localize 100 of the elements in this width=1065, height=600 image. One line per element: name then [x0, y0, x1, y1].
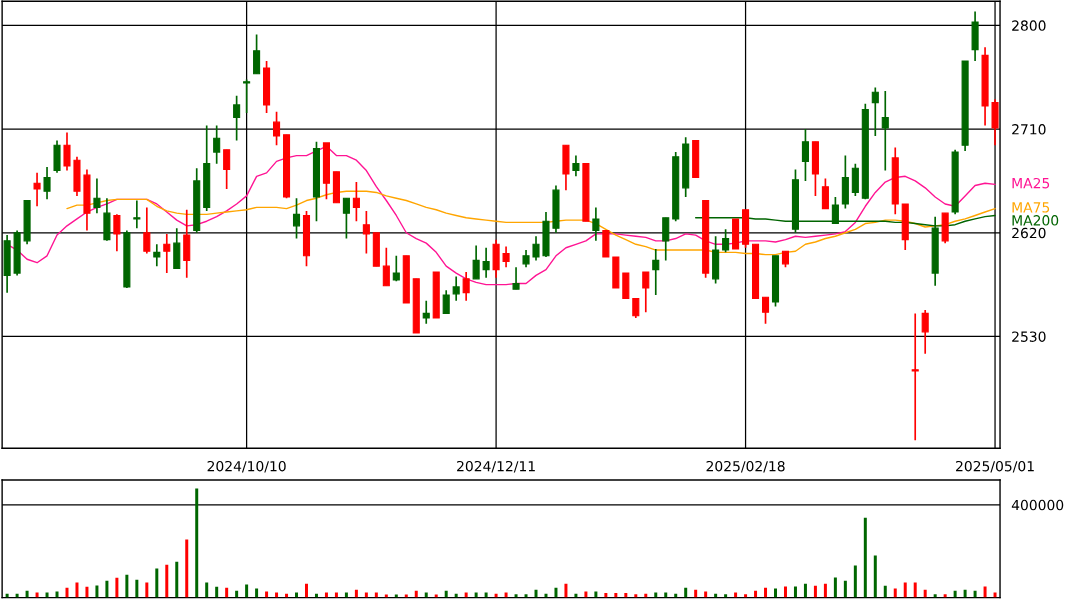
- bar: [853, 565, 857, 598]
- bar: [744, 594, 748, 598]
- bar: [973, 590, 977, 598]
- bar: [684, 587, 688, 598]
- x-tick-label: 2024/12/11: [457, 460, 535, 473]
- candlestick: [801, 128, 809, 182]
- bar: [654, 592, 658, 598]
- bar: [474, 592, 478, 598]
- candlestick: [761, 296, 770, 325]
- candlestick: [472, 244, 480, 280]
- candlestick: [911, 312, 919, 441]
- bar: [564, 583, 568, 598]
- candlestick: [642, 271, 650, 314]
- series-label: MA75: [1012, 202, 1050, 213]
- candlestick: [422, 299, 430, 325]
- candlestick: [33, 172, 41, 208]
- bar: [304, 583, 308, 598]
- bar: [793, 586, 797, 598]
- bar: [275, 592, 279, 598]
- bar: [873, 555, 877, 598]
- bar: [95, 585, 99, 598]
- x-tick-label: 2025/05/01: [956, 460, 1034, 473]
- bar: [724, 594, 728, 598]
- y-tick-label: 2710: [1012, 124, 1046, 135]
- candlestick: [163, 233, 171, 274]
- bar: [215, 586, 219, 598]
- bar: [903, 582, 907, 598]
- bar: [514, 594, 518, 598]
- candlestick: [342, 197, 350, 240]
- bar: [65, 587, 69, 598]
- bar: [155, 568, 159, 598]
- y-tick-label: 2620: [1012, 227, 1046, 239]
- bar: [175, 561, 179, 598]
- bar: [554, 587, 558, 598]
- x-tick-label: 2025/02/18: [706, 460, 785, 473]
- bar: [953, 590, 957, 598]
- candlestick: [502, 245, 510, 269]
- bar: [185, 539, 189, 598]
- candlestick: [133, 199, 141, 229]
- candlestick: [43, 166, 51, 201]
- series-label: MA200: [1012, 215, 1059, 226]
- bar: [484, 592, 488, 598]
- bar: [334, 592, 338, 598]
- candlestick: [93, 177, 101, 215]
- candlestick: [652, 248, 660, 296]
- candlestick: [871, 86, 879, 137]
- bar: [225, 587, 229, 598]
- bar: [364, 592, 368, 598]
- bar: [35, 592, 39, 598]
- bar: [135, 579, 139, 598]
- candlestick: [223, 148, 231, 190]
- bar: [993, 592, 997, 598]
- x-tick-label: 2024/10/10: [207, 460, 286, 473]
- candlestick: [233, 94, 241, 142]
- candlestick: [572, 154, 580, 178]
- bar: [125, 574, 129, 598]
- y-tick-label: 2800: [1012, 20, 1046, 31]
- candlestick: [213, 124, 221, 165]
- bar: [424, 592, 428, 598]
- candlestick: [821, 177, 829, 210]
- bar: [145, 582, 149, 598]
- bar: [205, 582, 209, 598]
- candlestick: [273, 110, 281, 147]
- bar: [813, 585, 817, 598]
- bar: [983, 586, 987, 598]
- candlestick: [113, 213, 121, 253]
- candlestick: [243, 78, 251, 114]
- bar: [783, 586, 787, 598]
- bar: [115, 577, 119, 598]
- candlestick: [382, 246, 390, 287]
- candlestick: [143, 206, 151, 255]
- bar: [105, 580, 109, 598]
- bar: [843, 580, 847, 598]
- candlestick: [662, 216, 670, 262]
- bar: [464, 592, 468, 598]
- bar: [295, 592, 299, 598]
- bar: [883, 585, 887, 598]
- bar: [803, 583, 807, 598]
- bar: [933, 594, 937, 598]
- candlestick: [921, 309, 929, 355]
- candlestick: [462, 271, 470, 302]
- candlestick: [153, 243, 161, 268]
- series-label: MA25: [1012, 177, 1050, 189]
- bar: [764, 587, 768, 598]
- bar: [913, 582, 917, 598]
- candlestick: [392, 254, 400, 282]
- candlestick: [881, 90, 889, 172]
- candlestick: [722, 228, 730, 254]
- bar: [524, 594, 528, 598]
- bar: [754, 590, 758, 598]
- y-tick-label: 400000: [1011, 499, 1064, 511]
- bar: [245, 584, 249, 598]
- bar: [734, 592, 738, 598]
- bar: [504, 592, 508, 598]
- bar: [943, 594, 947, 598]
- candlestick: [482, 246, 490, 279]
- bar: [823, 583, 827, 598]
- candlestick: [63, 131, 71, 172]
- candlestick: [632, 297, 640, 319]
- candlestick: [362, 210, 370, 255]
